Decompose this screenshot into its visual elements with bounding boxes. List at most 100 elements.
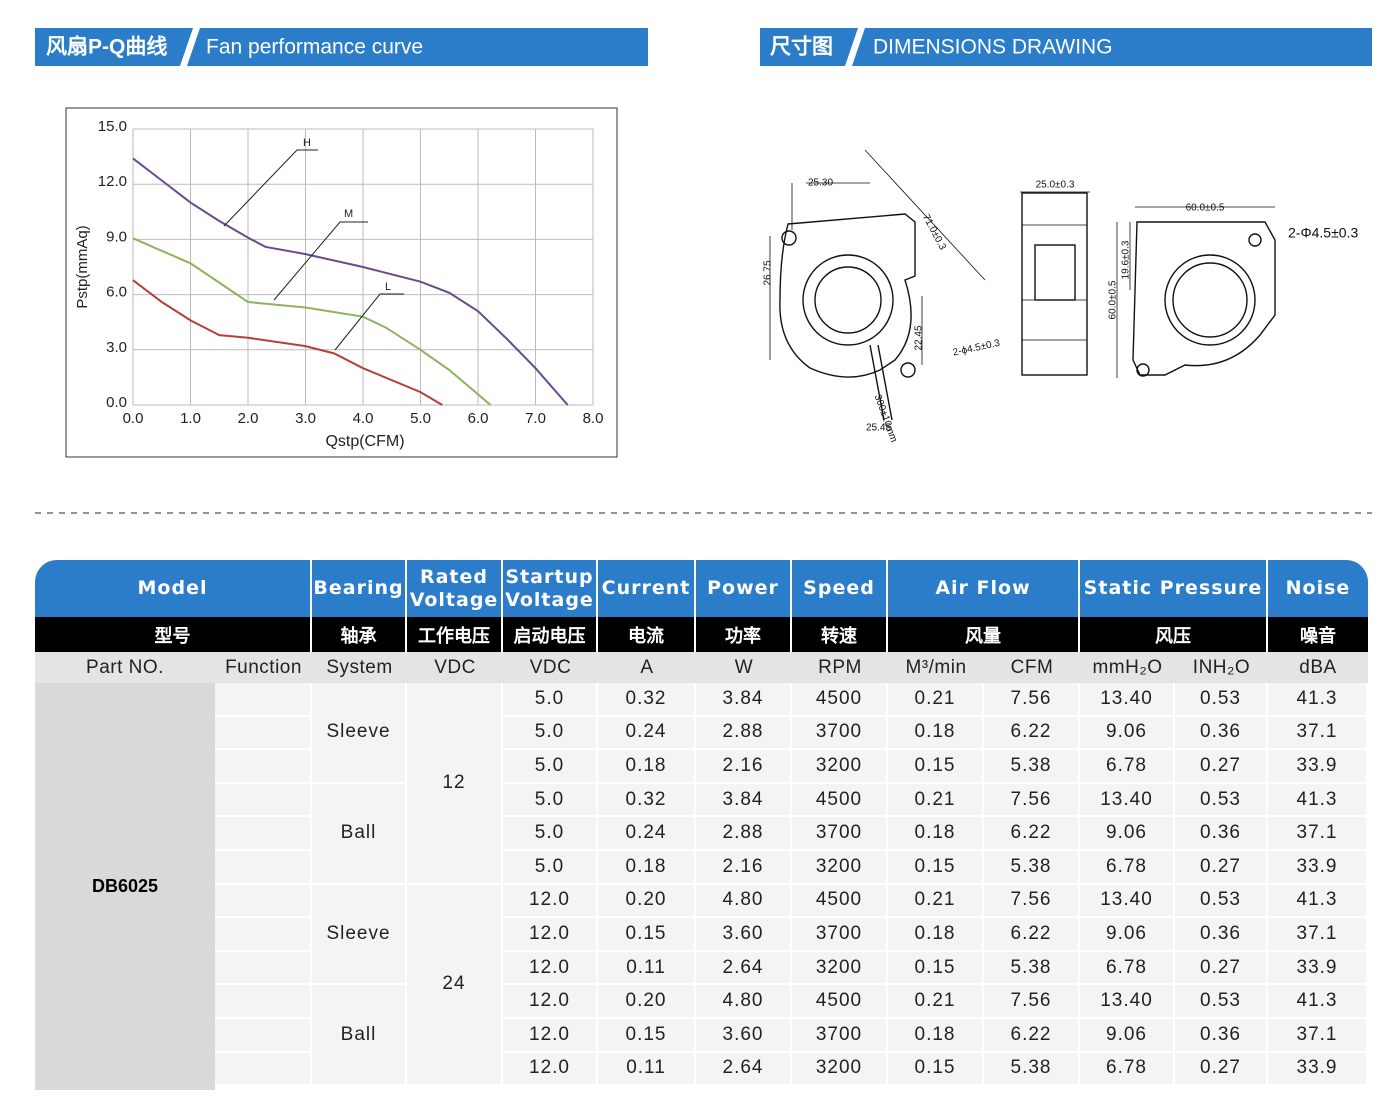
- x-tick-label: 0.0: [123, 410, 144, 427]
- value-cell: 9.06: [1080, 1019, 1175, 1053]
- curve-annotation: H: [303, 137, 311, 149]
- value-cell: 2.88: [696, 716, 792, 751]
- value-cell: 9.06: [1080, 817, 1175, 851]
- value-cell: 6.78: [1080, 750, 1175, 784]
- value-cell: 3200: [792, 851, 888, 885]
- value-cell: 0.18: [888, 817, 984, 851]
- function-cell: [215, 918, 312, 952]
- bearing-cell: Ball: [312, 985, 407, 1087]
- function-cell: [215, 783, 312, 818]
- x-tick-label: 4.0: [353, 410, 374, 427]
- value-cell: 7.56: [984, 683, 1080, 717]
- x-tick-label: 5.0: [410, 410, 431, 427]
- unit-cell: mmH₂O: [1080, 652, 1175, 683]
- value-cell: 0.21: [888, 985, 984, 1019]
- value-cell: 0.21: [888, 884, 984, 919]
- value-cell: 0.21: [888, 683, 984, 717]
- mount-hole: [1136, 363, 1150, 377]
- unit-cell: dBA: [1268, 652, 1368, 683]
- header-cell: Current: [598, 560, 696, 617]
- header-cell: Model: [35, 560, 312, 617]
- value-cell: 37.1: [1268, 716, 1368, 751]
- value-cell: 0.11: [598, 1052, 696, 1087]
- x-tick-label: 2.0: [238, 410, 259, 427]
- value-cell: 3700: [792, 1019, 888, 1053]
- value-cell: 0.32: [598, 683, 696, 717]
- section-title-en: Fan performance curve: [206, 36, 423, 59]
- value-cell: 5.0: [503, 783, 598, 818]
- curve: [132, 237, 492, 406]
- value-cell: 0.21: [888, 783, 984, 818]
- section-slash: [845, 28, 865, 66]
- value-cell: 41.3: [1268, 783, 1368, 818]
- hub: [814, 266, 882, 334]
- dimension-label: 60.0±0.5: [1186, 203, 1225, 214]
- value-cell: 5.38: [984, 951, 1080, 986]
- y-axis-label: Pstp(mmAq): [74, 225, 91, 308]
- value-cell: 12.0: [503, 884, 598, 919]
- dimension-label: 60.0±0.5: [1108, 280, 1119, 319]
- dimension-label: 2-ϕ4.5±0.3: [952, 338, 1001, 359]
- unit-cell: M³/min: [888, 652, 984, 683]
- value-cell: 13.40: [1080, 683, 1175, 717]
- x-tick-label: 8.0: [583, 410, 604, 427]
- function-cell: [215, 985, 312, 1019]
- function-cell: [215, 750, 312, 784]
- unit-cell: VDC: [407, 652, 503, 683]
- dimension-drawing: [769, 149, 1276, 421]
- curve-annotation: L: [385, 281, 391, 293]
- function-cell: [215, 716, 312, 751]
- x-tick-label: 6.0: [468, 410, 489, 427]
- value-cell: 0.27: [1175, 851, 1268, 885]
- value-cell: 6.22: [984, 817, 1080, 851]
- value-cell: 7.56: [984, 884, 1080, 919]
- value-cell: 33.9: [1268, 851, 1368, 885]
- y-tick-label: 0.0: [106, 394, 127, 411]
- value-cell: 3200: [792, 750, 888, 784]
- section-title-en: DIMENSIONS DRAWING: [873, 36, 1113, 59]
- value-cell: 4500: [792, 884, 888, 919]
- section-title-cn: 风扇P-Q曲线: [46, 35, 167, 59]
- value-cell: 2.64: [696, 951, 792, 986]
- value-cell: 2.16: [696, 750, 792, 784]
- value-cell: 0.27: [1175, 951, 1268, 986]
- y-tick-label: 3.0: [106, 339, 127, 356]
- value-cell: 0.15: [598, 1019, 696, 1053]
- value-cell: 37.1: [1268, 1019, 1368, 1053]
- section-title-cn: 尺寸图: [770, 35, 833, 59]
- value-cell: 33.9: [1268, 951, 1368, 986]
- dimension-label: 25.45: [866, 423, 891, 434]
- dimension-label: 300±10mm: [872, 393, 899, 444]
- dimension-label: 25.0±0.3: [1036, 180, 1075, 191]
- hub-ring: [802, 254, 894, 346]
- dimension-label: 19.6±0.3: [1121, 240, 1132, 279]
- header-cn-cell: 启动电压: [503, 617, 598, 652]
- header-cell: Air Flow: [888, 560, 1080, 617]
- value-cell: 0.36: [1175, 716, 1268, 751]
- chart-frame: [65, 107, 618, 458]
- value-cell: 12.0: [503, 985, 598, 1019]
- value-cell: 4.80: [696, 985, 792, 1019]
- value-cell: 41.3: [1268, 884, 1368, 919]
- value-cell: 5.0: [503, 750, 598, 784]
- fan-back-outline: [1132, 221, 1276, 376]
- value-cell: 13.40: [1080, 985, 1175, 1019]
- value-cell: 5.0: [503, 851, 598, 885]
- header-cell: Bearing: [312, 560, 407, 617]
- unit-cell: Function: [215, 652, 312, 683]
- value-cell: 0.15: [888, 851, 984, 885]
- header-cell: Speed: [792, 560, 888, 617]
- value-cell: 0.20: [598, 985, 696, 1019]
- impeller-ring: [1164, 254, 1256, 346]
- value-cell: 0.18: [888, 1019, 984, 1053]
- value-cell: 5.38: [984, 1052, 1080, 1087]
- value-cell: 0.18: [598, 750, 696, 784]
- value-cell: 0.18: [888, 716, 984, 751]
- function-cell: [215, 817, 312, 851]
- value-cell: 2.64: [696, 1052, 792, 1087]
- header-cn-cell: 风量: [888, 617, 1080, 652]
- y-tick-label: 9.0: [106, 228, 127, 245]
- value-cell: 4.80: [696, 884, 792, 919]
- value-cell: 41.3: [1268, 683, 1368, 717]
